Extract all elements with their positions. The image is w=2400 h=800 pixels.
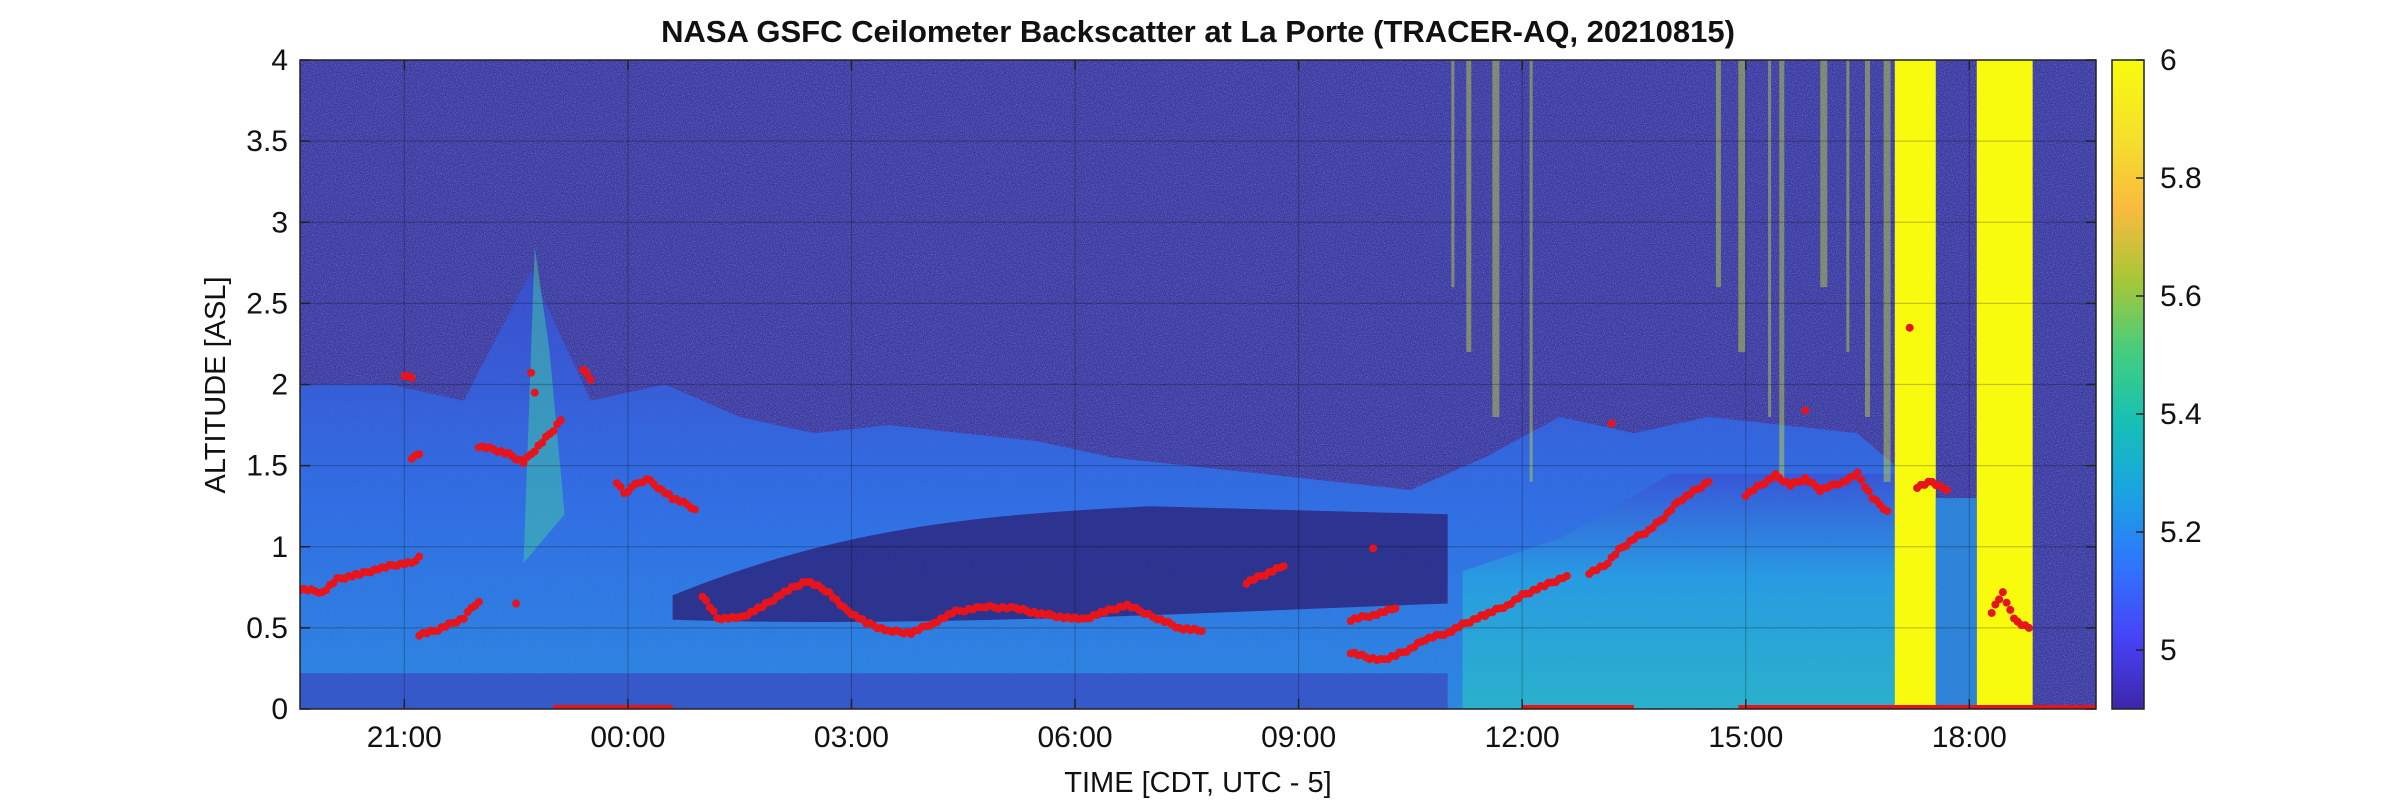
near-surface-band bbox=[300, 673, 1448, 709]
layer-height-marker bbox=[556, 416, 565, 425]
layer-height-marker bbox=[1667, 506, 1676, 515]
layer-height-marker bbox=[549, 427, 558, 436]
x-tick-label: 03:00 bbox=[814, 721, 889, 754]
saturated-region bbox=[1894, 60, 1936, 709]
layer-height-marker bbox=[582, 369, 591, 378]
layer-height-marker bbox=[415, 450, 424, 459]
layer-height-marker bbox=[1279, 562, 1288, 571]
layer-height-marker bbox=[1942, 485, 1951, 494]
x-tick-label: 18:00 bbox=[1932, 721, 2007, 754]
residual-layer-gap bbox=[672, 506, 1448, 622]
cloud-streak bbox=[1529, 60, 1533, 482]
cloud-streak bbox=[1768, 60, 1772, 417]
layer-height-marker bbox=[1905, 323, 1914, 332]
layer-height-marker bbox=[2002, 598, 2011, 607]
y-tick-label: 0.5 bbox=[246, 612, 288, 645]
y-axis-label: ALTITUDE [ASL] bbox=[200, 276, 232, 493]
y-tick-label: 3.5 bbox=[246, 125, 288, 158]
layer-height-marker bbox=[1197, 627, 1206, 636]
layer-height-marker bbox=[474, 597, 483, 606]
boundary-layer-gap-sample bbox=[1935, 498, 1977, 709]
cloud-streak bbox=[1846, 60, 1850, 353]
x-tick-label: 09:00 bbox=[1261, 721, 1336, 754]
layer-height-marker bbox=[1391, 604, 1400, 613]
layer-height-marker bbox=[519, 459, 528, 468]
layer-height-marker bbox=[530, 447, 539, 456]
cloud-streak bbox=[1451, 60, 1455, 288]
colorbar-tick-label: 5.6 bbox=[2160, 280, 2202, 313]
layer-height-marker bbox=[1853, 468, 1862, 477]
colorbar-tick-label: 5.4 bbox=[2160, 398, 2202, 431]
x-tick-label: 00:00 bbox=[590, 721, 665, 754]
layer-height-marker bbox=[530, 388, 539, 397]
surface-flag bbox=[553, 705, 673, 709]
layer-height-marker bbox=[512, 599, 521, 608]
layer-height-marker bbox=[2006, 605, 2015, 614]
layer-height-marker bbox=[1998, 588, 2007, 597]
colorbar-tick-label: 5.8 bbox=[2160, 162, 2202, 195]
layer-height-marker bbox=[527, 368, 536, 377]
layer-height-marker bbox=[1883, 507, 1892, 516]
cloud-streak bbox=[1466, 60, 1472, 353]
cloud-streak bbox=[1864, 60, 1870, 417]
layer-height-marker bbox=[586, 375, 595, 384]
layer-height-marker bbox=[709, 607, 718, 616]
layer-height-marker bbox=[407, 374, 416, 383]
colorbar-tick-label: 6 bbox=[2160, 44, 2177, 77]
layer-height-marker bbox=[1369, 544, 1378, 553]
x-tick-label: 12:00 bbox=[1485, 721, 1560, 754]
convective-plume bbox=[523, 246, 565, 563]
layer-height-marker bbox=[2024, 623, 2033, 632]
y-tick-label: 4 bbox=[271, 44, 288, 77]
x-tick-label: 15:00 bbox=[1708, 721, 1783, 754]
surface-flag bbox=[1738, 705, 2096, 709]
layer-height-marker bbox=[538, 438, 547, 447]
layer-height-marker bbox=[1987, 608, 1996, 617]
layer-height-marker bbox=[702, 596, 711, 605]
layer-height-marker bbox=[1603, 559, 1612, 568]
y-tick-label: 3 bbox=[271, 206, 288, 239]
colorbar: 5 5.2 5.4 5.6 5.8 6 bbox=[2111, 44, 2202, 710]
cloud-streak bbox=[1883, 60, 1891, 482]
x-axis-label: TIME [CDT, UTC - 5] bbox=[1064, 767, 1331, 799]
cloud-streak bbox=[1738, 60, 1746, 353]
layer-height-marker bbox=[1607, 419, 1616, 428]
cloud-streak bbox=[1715, 60, 1721, 288]
layer-height-marker bbox=[616, 482, 625, 491]
y-tick-label: 1.5 bbox=[246, 450, 288, 483]
colorbar-tick-label: 5.2 bbox=[2160, 516, 2202, 549]
layer-height-marker bbox=[1857, 475, 1866, 484]
colorbar-scale bbox=[2111, 59, 2145, 710]
plot-area bbox=[300, 60, 2096, 709]
layer-height-marker bbox=[1995, 595, 2004, 604]
layer-height-marker bbox=[1659, 514, 1668, 523]
cloud-streak bbox=[1492, 60, 1500, 417]
surface-flag bbox=[1522, 705, 1634, 709]
x-tick-label: 06:00 bbox=[1037, 721, 1112, 754]
layer-height-marker bbox=[1801, 406, 1810, 415]
chart-title: NASA GSFC Ceilometer Backscatter at La P… bbox=[661, 14, 1735, 49]
layer-height-marker bbox=[415, 552, 424, 561]
axes: 21:00 00:00 03:00 06:00 09:00 12:00 15:00 18:00… bbox=[246, 44, 2097, 754]
cloud-streak bbox=[1779, 60, 1785, 482]
layer-height-marker bbox=[1611, 550, 1620, 559]
colorbar-tick-label: 5 bbox=[2160, 634, 2177, 667]
layer-height-marker bbox=[1562, 571, 1571, 580]
layer-height-marker bbox=[1864, 487, 1873, 496]
afternoon-mixed-layer bbox=[1462, 473, 1895, 709]
y-tick-label: 1 bbox=[271, 531, 288, 564]
cloud-streak bbox=[1820, 60, 1828, 288]
y-tick-label: 2 bbox=[271, 369, 288, 402]
y-tick-label: 0 bbox=[271, 693, 288, 726]
layer-height-marker bbox=[459, 614, 468, 623]
y-tick-label: 2.5 bbox=[246, 287, 288, 320]
layer-height-marker bbox=[690, 505, 699, 514]
x-tick-label: 21:00 bbox=[367, 721, 442, 754]
layer-height-marker bbox=[1704, 477, 1713, 486]
